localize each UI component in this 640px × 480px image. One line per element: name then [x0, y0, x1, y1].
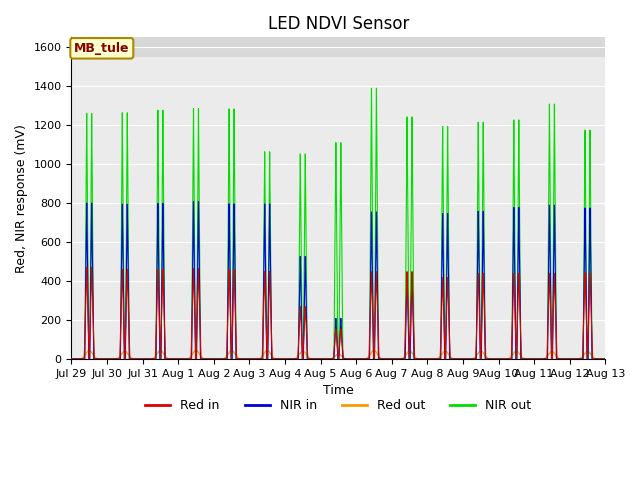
X-axis label: Time: Time	[323, 384, 354, 397]
Text: MB_tule: MB_tule	[74, 42, 129, 55]
Bar	[72, 37, 605, 57]
Legend: Red in, NIR in, Red out, NIR out: Red in, NIR in, Red out, NIR out	[140, 394, 536, 417]
Title: LED NDVI Sensor: LED NDVI Sensor	[268, 15, 409, 33]
Y-axis label: Red, NIR response (mV): Red, NIR response (mV)	[15, 124, 28, 273]
